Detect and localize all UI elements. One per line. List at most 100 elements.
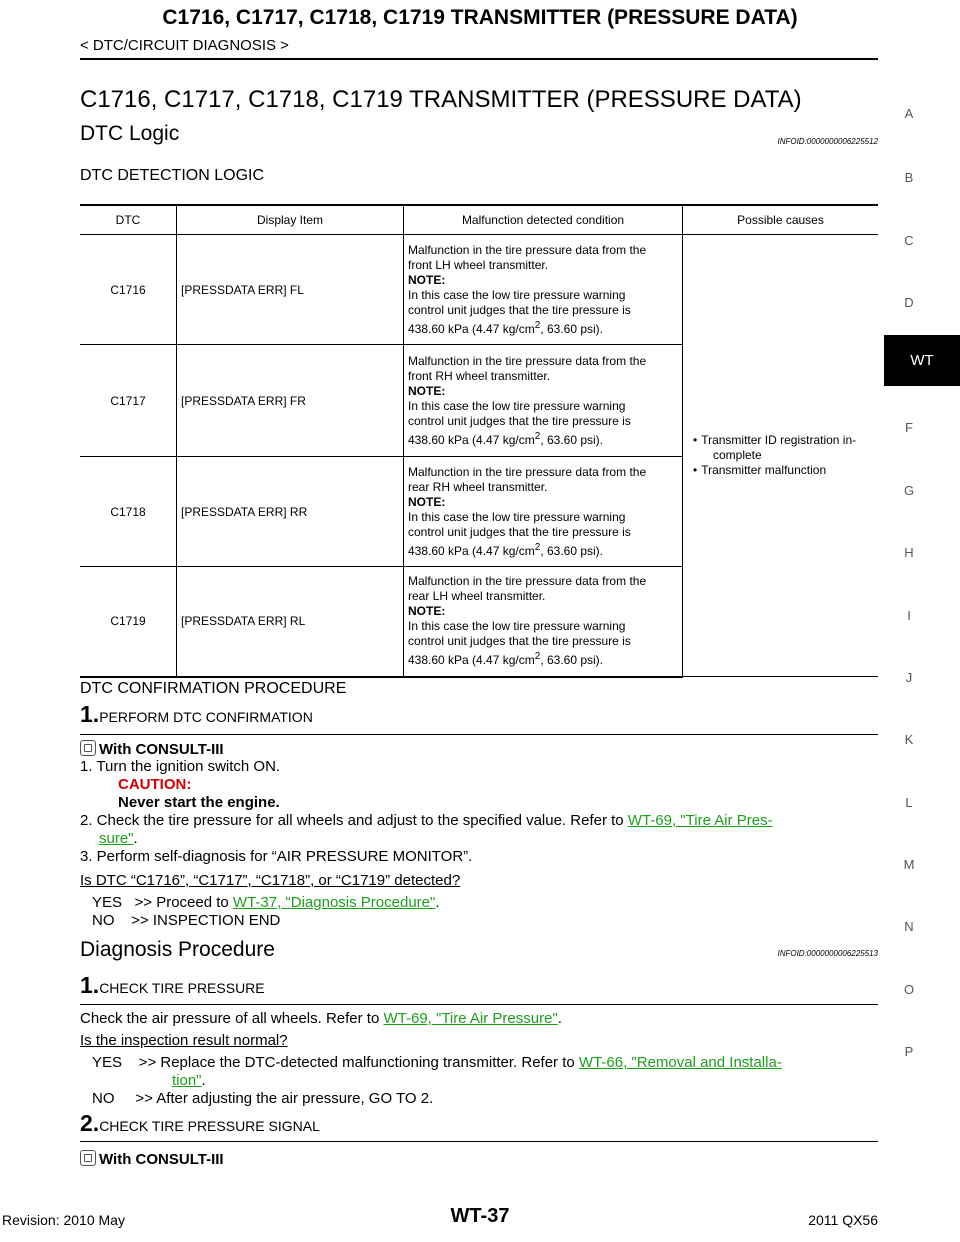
condition-line: Malfunction in the tire pressure data fr… — [408, 464, 647, 479]
note-line: control unit judges that the tire pressu… — [408, 634, 631, 649]
table-row: C1719 [PRESSDATA ERR] RL Malfunction in … — [80, 566, 878, 678]
dtc-code: C1718 — [80, 456, 177, 567]
detected-condition: Malfunction in the tire pressure data fr… — [403, 234, 683, 345]
diagnosis-procedure-link[interactable]: WT-37, "Diagnosis Procedure" — [232, 894, 436, 911]
diagnosis-question: Is the inspection result normal? — [80, 1032, 288, 1049]
side-index-m[interactable]: M — [903, 857, 915, 872]
detected-condition: Malfunction in the tire pressure data fr… — [403, 456, 683, 567]
side-index-d[interactable]: D — [904, 295, 914, 310]
side-index-f[interactable]: F — [905, 420, 913, 435]
confirmation-question: Is DTC “C1716”, “C1717”, “C1718”, or “C1… — [80, 872, 461, 889]
side-index-a[interactable]: A — [904, 106, 914, 121]
side-index-l[interactable]: L — [905, 795, 913, 810]
side-index-i[interactable]: I — [907, 608, 911, 623]
col-header-condition: Malfunction detected condition — [403, 204, 683, 235]
dtc-code: C1716 — [80, 234, 177, 345]
note-label: NOTE: — [408, 383, 446, 398]
side-index-k[interactable]: K — [904, 732, 914, 747]
side-index-g[interactable]: G — [903, 483, 915, 498]
note-value: 438.60 kPa (4.47 kg/cm2, 63.60 psi). — [408, 541, 604, 558]
footer-revision: Revision: 2010 May — [2, 1212, 125, 1228]
diag-no-branch: NO >> After adjusting the air pressure, … — [92, 1090, 434, 1107]
condition-line: front LH wheel transmitter. — [408, 257, 549, 272]
dtc-code: C1717 — [80, 344, 177, 457]
dtc-table: DTC Display Item Malfunction detected co… — [80, 204, 878, 678]
diagnosis-infoid: INFOID:0000000006225513 — [777, 949, 878, 958]
side-index-c[interactable]: C — [904, 233, 914, 248]
detection-logic-heading: DTC DETECTION LOGIC — [80, 167, 265, 184]
diag-step-1-heading: 1.CHECK TIRE PRESSURE — [80, 972, 265, 998]
tire-air-pressure-link[interactable]: sure" — [99, 830, 134, 847]
footer-model: 2011 QX56 — [808, 1212, 878, 1228]
display-item: [PRESSDATA ERR] RR — [176, 456, 404, 567]
tire-air-pressure-link[interactable]: WT-69, "Tire Air Pressure" — [383, 1010, 558, 1027]
detected-condition: Malfunction in the tire pressure data fr… — [403, 344, 683, 457]
procedure-item-2: 2. Check the tire pressure for all wheel… — [80, 812, 773, 829]
note-line: control unit judges that the tire pressu… — [408, 302, 631, 317]
dtc-table-header-row: DTC Display Item Malfunction detected co… — [80, 204, 878, 235]
consult-icon — [80, 740, 96, 756]
note-value: 438.60 kPa (4.47 kg/cm2, 63.60 psi). — [408, 319, 604, 336]
check-pressure-text: Check the air pressure of all wheels. Re… — [80, 1010, 562, 1027]
section-title: C1716, C1717, C1718, C1719 TRANSMITTER (… — [80, 86, 802, 113]
diag-with-consult-label: With CONSULT-III — [80, 1150, 224, 1169]
detected-condition: Malfunction in the tire pressure data fr… — [403, 566, 683, 678]
table-row: C1716 [PRESSDATA ERR] FL Malfunction in … — [80, 234, 878, 677]
diag-yes-branch-cont: tion". — [172, 1072, 206, 1089]
yes-branch: YES >> Proceed to WT-37, "Diagnosis Proc… — [92, 894, 440, 911]
with-consult-label: With CONSULT-III — [80, 740, 224, 759]
condition-line: rear RH wheel transmitter. — [408, 479, 548, 494]
side-index-p[interactable]: P — [904, 1044, 914, 1059]
condition-line: Malfunction in the tire pressure data fr… — [408, 242, 647, 257]
side-index-h[interactable]: H — [904, 545, 914, 560]
col-header-causes: Possible causes — [682, 204, 878, 235]
col-header-dtc: DTC — [80, 204, 177, 235]
note-line: In this case the low tire pressure warni… — [408, 619, 626, 634]
note-line: In this case the low tire pressure warni… — [408, 509, 626, 524]
note-label: NOTE: — [408, 272, 446, 287]
breadcrumb: < DTC/CIRCUIT DIAGNOSIS > — [80, 37, 289, 54]
page-header-title: C1716, C1717, C1718, C1719 TRANSMITTER (… — [162, 6, 798, 29]
procedure-item-3: 3. Perform self-diagnosis for “AIR PRESS… — [80, 848, 473, 865]
cause-item: Transmitter malfunction — [687, 463, 874, 478]
side-index-j[interactable]: J — [905, 670, 913, 685]
tire-air-pressure-link[interactable]: WT-69, "Tire Air Pres- — [627, 812, 773, 829]
confirmation-heading: DTC CONFIRMATION PROCEDURE — [80, 680, 347, 697]
side-index-n[interactable]: N — [904, 919, 914, 934]
procedure-item-1: 1. Turn the ignition switch ON. — [80, 758, 281, 775]
caution-label: CAUTION: — [118, 776, 192, 793]
possible-causes: Transmitter ID registration in-complete … — [682, 234, 878, 677]
cause-item: Transmitter ID registration in-complete — [687, 433, 874, 463]
col-header-display-item: Display Item — [176, 204, 404, 235]
diagnosis-heading: Diagnosis Procedure — [80, 938, 275, 961]
condition-line: rear LH wheel transmitter. — [408, 589, 546, 604]
note-line: In this case the low tire pressure warni… — [408, 398, 626, 413]
condition-line: Malfunction in the tire pressure data fr… — [408, 574, 647, 589]
consult-icon — [80, 1150, 96, 1166]
table-row: C1718 [PRESSDATA ERR] RR Malfunction in … — [80, 456, 878, 567]
side-index-o[interactable]: O — [903, 982, 915, 997]
note-value: 438.60 kPa (4.47 kg/cm2, 63.60 psi). — [408, 430, 604, 447]
dtc-code: C1719 — [80, 566, 177, 678]
header-rule — [80, 58, 878, 60]
note-line: control unit judges that the tire pressu… — [408, 524, 631, 539]
caution-text: Never start the engine. — [118, 794, 280, 811]
display-item: [PRESSDATA ERR] RL — [176, 566, 404, 678]
step-rule — [80, 1141, 878, 1142]
removal-installation-link[interactable]: WT-66, "Removal and Installa- — [578, 1054, 782, 1071]
note-line: control unit judges that the tire pressu… — [408, 413, 631, 428]
side-index-wt-active[interactable]: WT — [884, 335, 960, 386]
removal-installation-link[interactable]: tion" — [172, 1072, 202, 1089]
note-label: NOTE: — [408, 604, 446, 619]
dtc-logic-infoid: INFOID:0000000006225512 — [777, 137, 878, 146]
note-label: NOTE: — [408, 494, 446, 509]
note-line: In this case the low tire pressure warni… — [408, 287, 626, 302]
step-rule — [80, 734, 878, 735]
condition-line: Malfunction in the tire pressure data fr… — [408, 353, 647, 368]
side-index-b[interactable]: B — [904, 170, 914, 185]
diag-yes-branch: YES >> Replace the DTC-detected malfunct… — [92, 1054, 782, 1071]
step-rule — [80, 1004, 878, 1005]
note-value: 438.60 kPa (4.47 kg/cm2, 63.60 psi). — [408, 651, 604, 668]
display-item: [PRESSDATA ERR] FR — [176, 344, 404, 457]
condition-line: front RH wheel transmitter. — [408, 368, 551, 383]
